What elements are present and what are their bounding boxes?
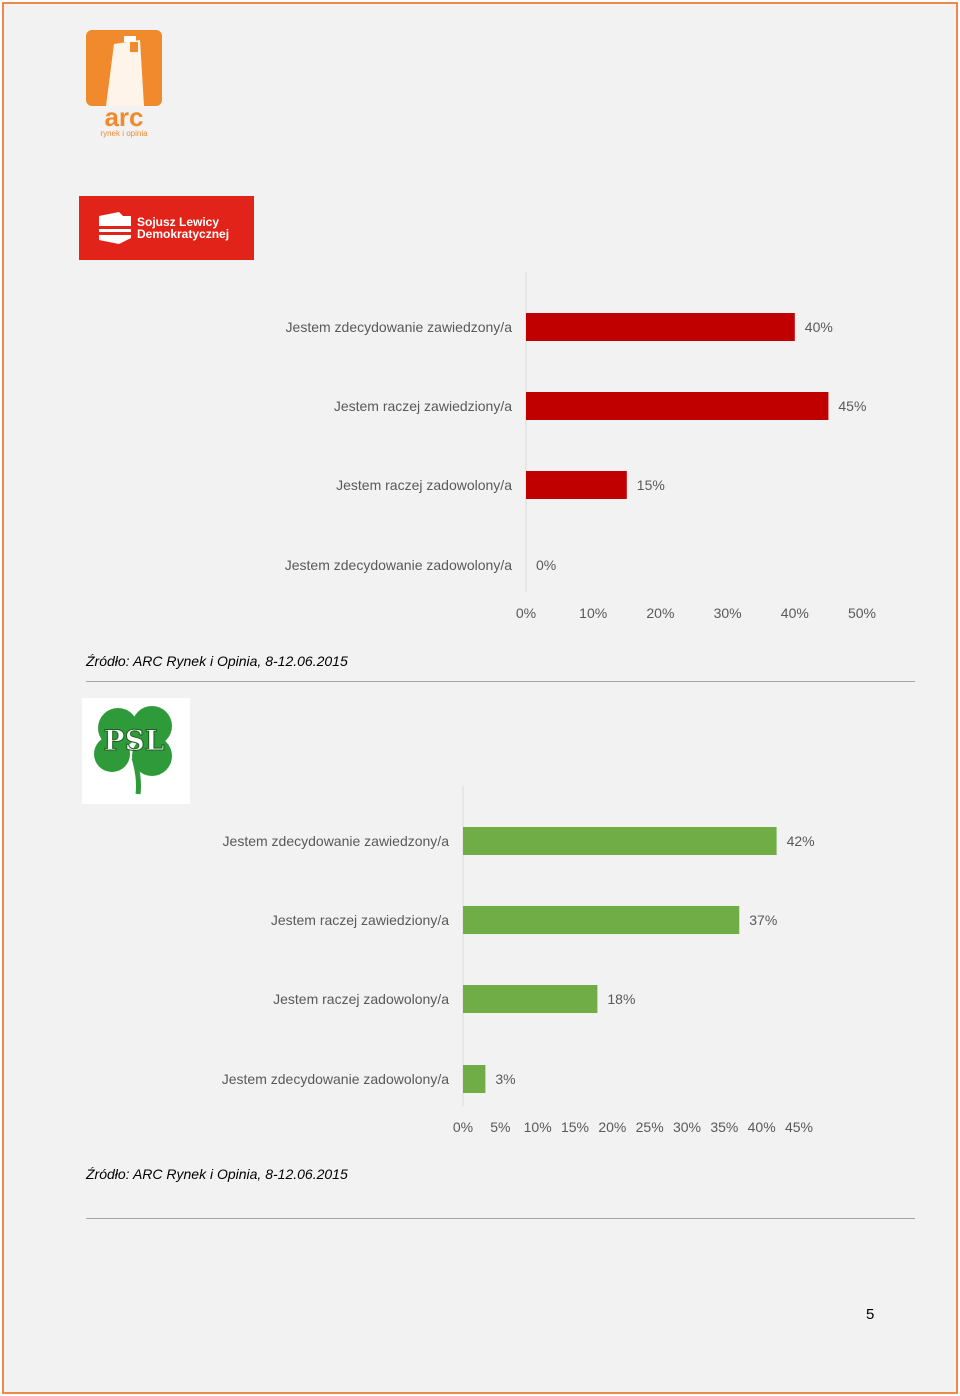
category-label: Jestem zdecydowanie zawiedzony/a [286, 319, 513, 335]
category-label: Jestem raczej zadowolony/a [336, 477, 512, 493]
sld-logo-text: Sojusz Lewicy Demokratycznej [137, 216, 229, 240]
data-label: 37% [749, 912, 777, 928]
clover-icon: PSL [94, 706, 172, 795]
bar [526, 471, 627, 499]
divider-2 [86, 1218, 915, 1219]
arc-logo-text: arc [104, 102, 143, 132]
category-label: Jestem raczej zawiedziony/a [334, 398, 512, 414]
data-label: 42% [787, 833, 815, 849]
x-tick-label: 40% [781, 605, 809, 621]
x-tick-label: 50% [848, 605, 876, 621]
psl-logo: PSL [82, 698, 190, 804]
chart-psl: Jestem zdecydowanie zawiedzony/a 42% Jeste… [4, 784, 956, 1144]
sld-emblem-icon [99, 212, 131, 244]
x-tick-label: 45% [785, 1119, 813, 1135]
data-label: 0% [536, 557, 556, 573]
bar [463, 906, 740, 934]
sld-logo-line1: Sojusz Lewicy [137, 215, 220, 229]
source-note-2: Źródło: ARC Rynek i Opinia, 8-12.06.2015 [86, 1166, 348, 1182]
x-tick-label: 10% [524, 1119, 552, 1135]
bar [526, 392, 829, 420]
bar [463, 827, 777, 855]
x-tick-label: 40% [748, 1119, 776, 1135]
sld-logo-line2: Demokratycznej [137, 227, 230, 241]
category-label: Jestem raczej zadowolony/a [273, 991, 449, 1007]
chart-sld-svg: Jestem zdecydowanie zawiedzony/a 40% Jeste… [285, 272, 876, 621]
bar [463, 1065, 486, 1093]
psl-logo-text: PSL [104, 724, 165, 757]
category-label: Jestem zdecydowanie zawiedzony/a [223, 833, 450, 849]
bar [463, 985, 598, 1013]
x-tick-label: 15% [561, 1119, 589, 1135]
x-tick-label: 0% [516, 605, 536, 621]
arc-logo-graphic: arc rynek i opinia [86, 30, 162, 138]
bar [526, 313, 795, 341]
source-note-1: Źródło: ARC Rynek i Opinia, 8-12.06.2015 [86, 653, 348, 669]
sld-logo: Sojusz Lewicy Demokratycznej [79, 196, 254, 260]
x-tick-label: 0% [453, 1119, 473, 1135]
data-label: 15% [637, 477, 665, 493]
chart-sld: Jestem zdecydowanie zawiedzony/a 40% Jeste… [4, 270, 956, 630]
x-tick-label: 10% [579, 605, 607, 621]
x-tick-label: 5% [490, 1119, 510, 1135]
x-tick-label: 30% [714, 605, 742, 621]
data-label: 40% [805, 319, 833, 335]
divider-1 [86, 681, 915, 682]
data-label: 45% [838, 398, 866, 414]
x-tick-label: 20% [598, 1119, 626, 1135]
x-tick-label: 30% [673, 1119, 701, 1135]
data-label: 3% [495, 1071, 515, 1087]
category-label: Jestem zdecydowanie zadowolony/a [285, 557, 512, 573]
chart-psl-svg: Jestem zdecydowanie zawiedzony/a 42% Jeste… [222, 786, 815, 1135]
x-tick-label: 20% [646, 605, 674, 621]
arc-logo: arc rynek i opinia [84, 30, 168, 138]
arc-logo-subtext: rynek i opinia [100, 129, 148, 138]
category-label: Jestem zdecydowanie zadowolony/a [222, 1071, 449, 1087]
x-tick-label: 35% [710, 1119, 738, 1135]
x-tick-label: 25% [636, 1119, 664, 1135]
category-label: Jestem raczej zawiedziony/a [271, 912, 449, 928]
page-number: 5 [866, 1306, 875, 1323]
data-label: 18% [607, 991, 635, 1007]
